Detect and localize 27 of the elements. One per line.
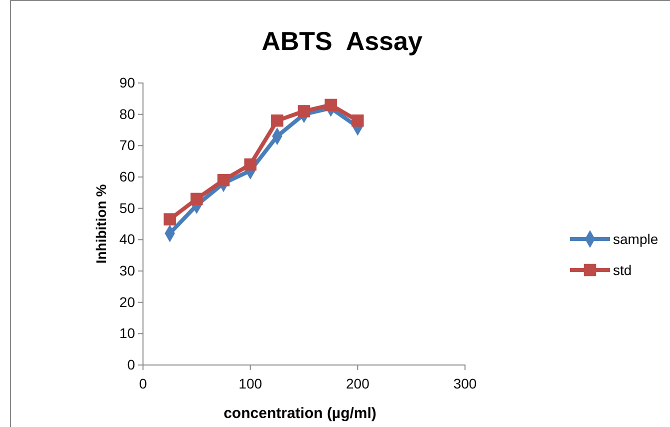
y-tick-label: 70 <box>119 137 136 154</box>
y-tick-label: 50 <box>119 200 136 216</box>
y-tick-label: 60 <box>119 168 136 184</box>
y-tick-label: 80 <box>119 106 136 122</box>
point <box>217 174 230 186</box>
point <box>271 114 284 127</box>
legend-label: std <box>613 262 632 278</box>
x-tick-label: 200 <box>346 375 370 392</box>
point <box>324 98 337 112</box>
y-tick-label: 20 <box>119 294 136 310</box>
point <box>298 105 310 118</box>
point <box>244 158 256 171</box>
y-axis-title: Inhibition % <box>93 184 109 264</box>
y-tick-label: 10 <box>119 325 136 342</box>
y-tick-label: 0 <box>127 356 136 372</box>
y-tick-label: 90 <box>119 74 136 90</box>
x-tick-label: 0 <box>139 375 148 392</box>
point <box>352 114 364 127</box>
x-axis-title: concentration (µg/ml) <box>224 405 376 422</box>
point <box>190 192 203 206</box>
chart-title: ABTS Assay <box>262 26 423 56</box>
y-tick-label: 40 <box>119 231 136 248</box>
y-tick-label: 30 <box>119 262 136 278</box>
x-tick-label: 300 <box>453 375 477 392</box>
point <box>164 213 176 226</box>
legend-label: sample <box>613 231 658 247</box>
x-tick-label: 100 <box>238 375 262 392</box>
